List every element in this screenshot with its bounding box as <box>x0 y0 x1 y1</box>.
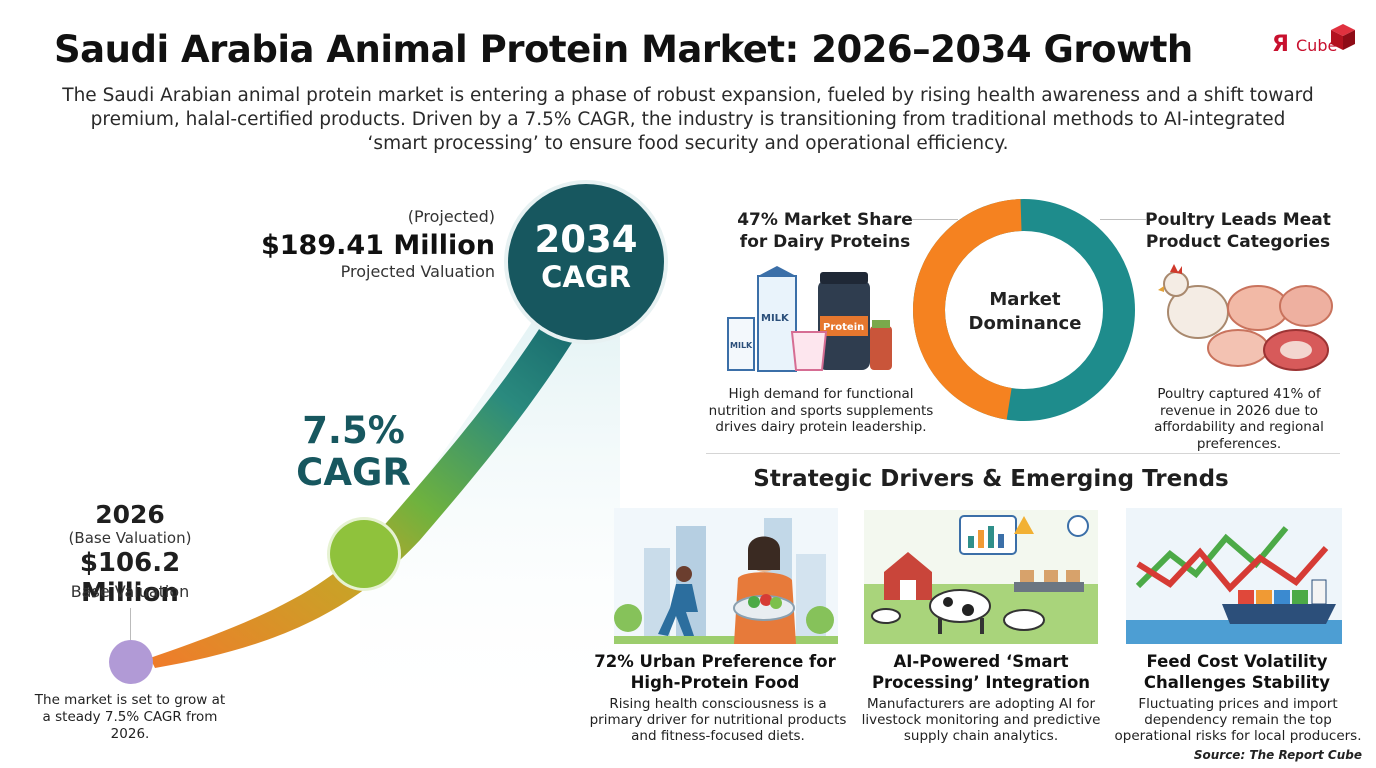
base-label: (Base Valuation) <box>68 529 192 547</box>
end-year-circle: 2034 CAGR <box>508 184 664 340</box>
end-cagr-label: CAGR <box>541 260 631 294</box>
report-cube-logo: Я Cube <box>1272 22 1362 66</box>
base-value: $106.2 Million <box>79 548 181 608</box>
projected-description: Projected Valuation <box>340 262 495 281</box>
poultry-leader-line <box>1100 219 1146 220</box>
midpoint-dot <box>330 520 398 588</box>
section-divider <box>706 453 1340 454</box>
intro-paragraph: The Saudi Arabian animal protein market … <box>62 85 1314 154</box>
projected-value: $189.41 Million <box>260 230 495 261</box>
logo-mark: Я <box>1272 32 1289 57</box>
base-year: 2026 <box>95 500 165 529</box>
poultry-description: Poultry captured 41% of revenue in 2026 … <box>1154 386 1324 452</box>
driver-card-desc-urban: Rising health consciousness is a primary… <box>589 696 847 744</box>
market-dominance-donut <box>913 199 1135 421</box>
small-milk-label: MILK <box>730 341 753 350</box>
dairy-description: High demand for functional nutrition and… <box>708 386 934 435</box>
poultry-meat-icon <box>1158 264 1333 371</box>
drivers-title: Strategic Drivers & Emerging Trends <box>753 466 1229 492</box>
driver-card-title-ai: AI-Powered ‘Smart Processing’ Integratio… <box>871 652 1091 692</box>
cagr-callout: 7.5% CAGR <box>296 410 411 494</box>
milk-carton-label: MILK <box>761 313 790 324</box>
growth-curve <box>150 310 620 730</box>
base-description: Base Valuation <box>70 582 190 601</box>
driver-card-desc-ai: Manufacturers are adopting AI for livest… <box>861 696 1101 744</box>
growth-note: The market is set to grow at a steady 7.… <box>34 692 226 742</box>
smart-farm-illustration <box>864 510 1098 644</box>
logo-word: Cube <box>1296 36 1338 55</box>
driver-card-desc-feed: Fluctuating prices and import dependency… <box>1114 696 1362 744</box>
source-credit: Source: The Report Cube <box>1193 748 1362 762</box>
projected-label: (Projected) <box>407 207 495 226</box>
dairy-share-title: 47% Market Share for Dairy Proteins <box>737 210 913 252</box>
dairy-leader-line <box>912 219 958 220</box>
urban-fitness-illustration <box>614 508 838 644</box>
page-title: Saudi Arabia Animal Protein Market: 2026… <box>54 28 1193 71</box>
driver-card-title-urban: 72% Urban Preference for High-Protein Fo… <box>594 652 836 692</box>
donut-center-label: Market Dominance <box>968 289 1082 334</box>
cargo-ship-chart-illustration <box>1126 508 1342 644</box>
cagr-label: CAGR <box>296 451 411 494</box>
end-year: 2034 <box>534 218 638 261</box>
cagr-value: 7.5% <box>302 409 405 452</box>
poultry-title: Poultry Leads Meat Product Categories <box>1145 210 1331 252</box>
dairy-products-icon: MILK MILK Protein <box>727 266 892 372</box>
cube-icon <box>1331 24 1355 50</box>
base-dot <box>109 640 153 684</box>
protein-tub-label: Protein <box>823 322 864 333</box>
base-connector <box>130 608 131 640</box>
dairy-arc <box>913 199 1022 420</box>
driver-card-title-feed: Feed Cost Volatility Challenges Stabilit… <box>1143 652 1331 692</box>
